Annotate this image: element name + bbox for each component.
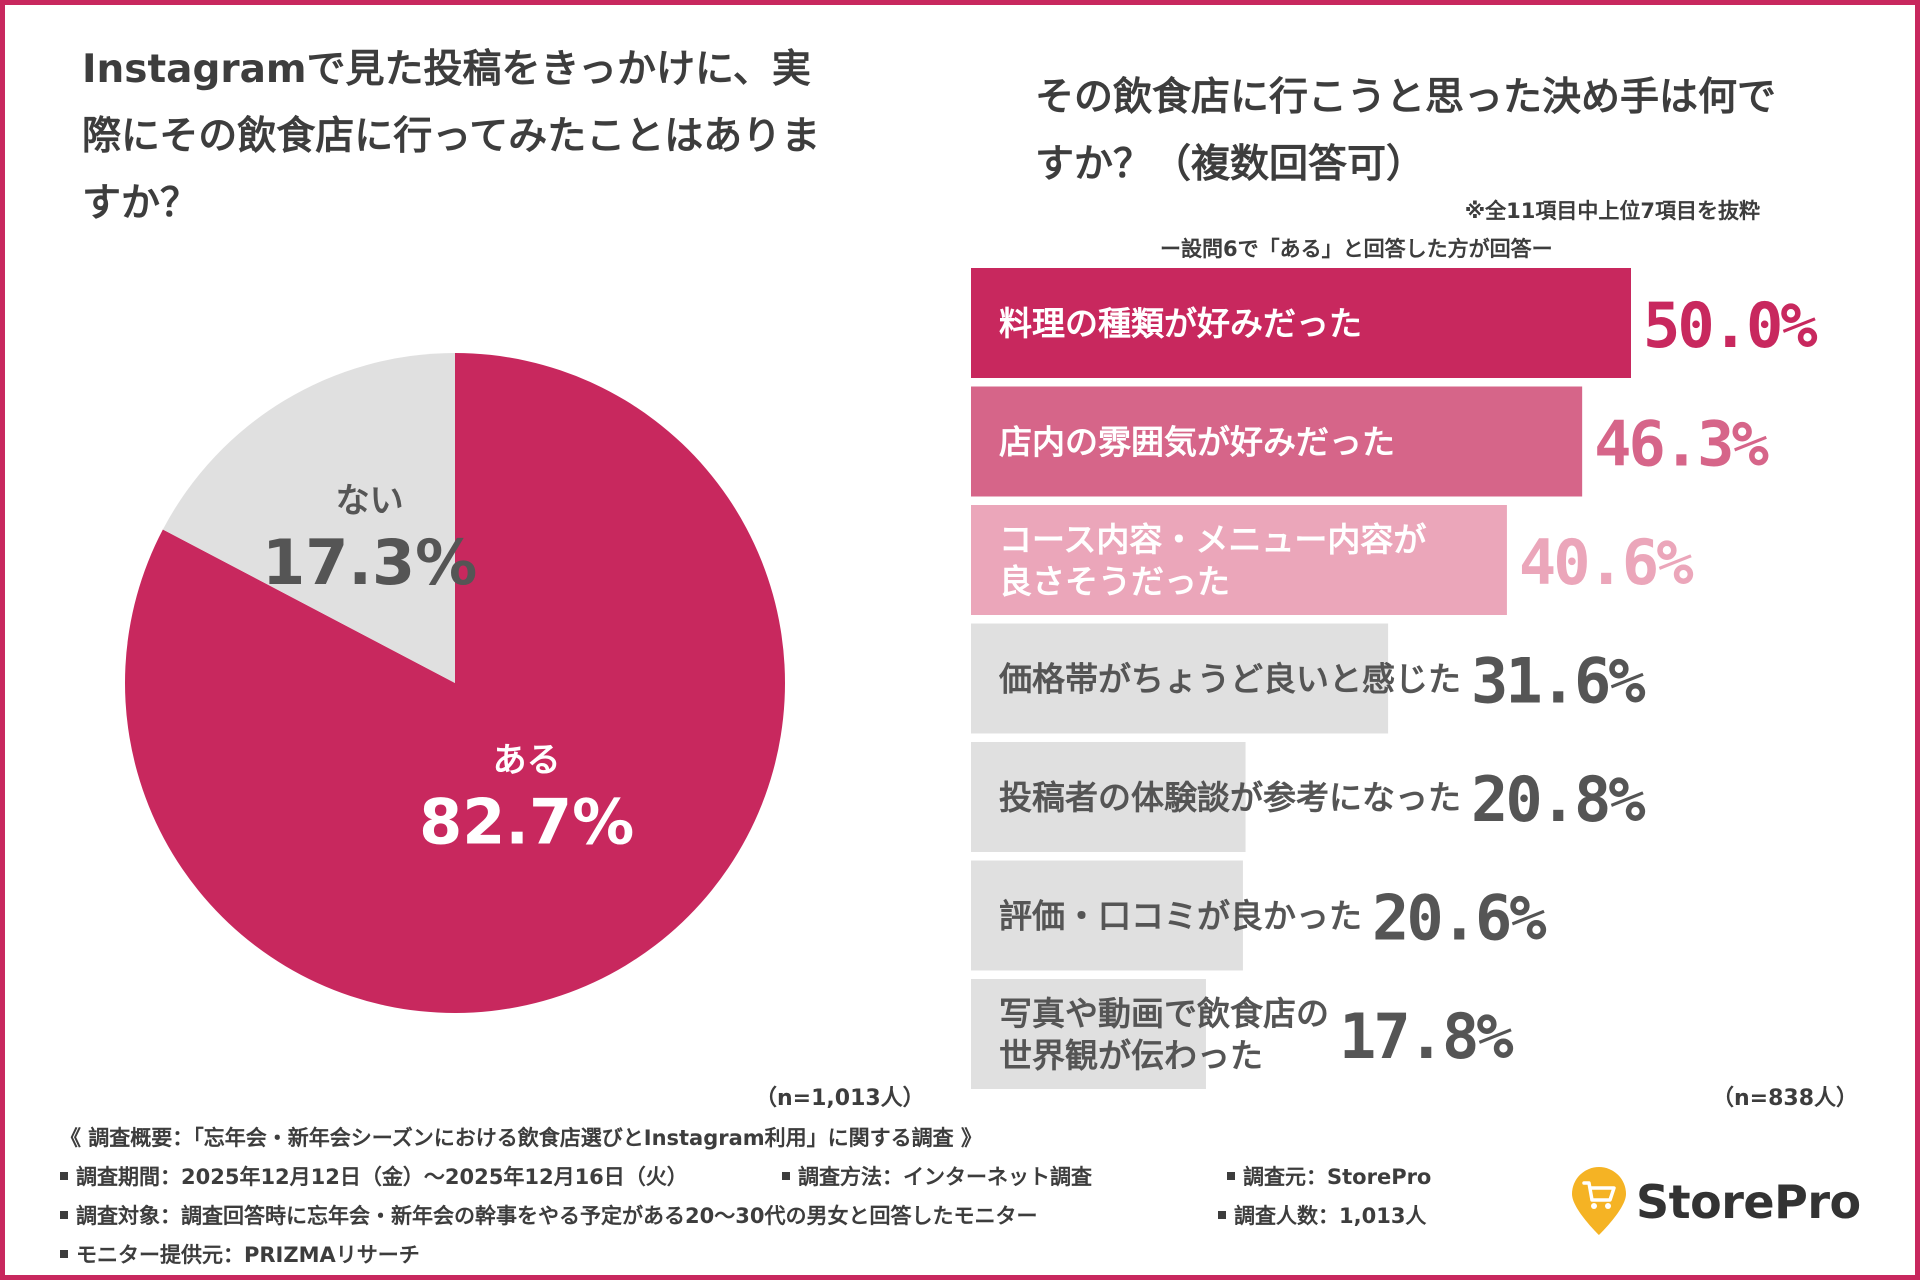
bar-6 bbox=[971, 979, 1206, 1089]
pie-value-0: 82.7% bbox=[419, 786, 634, 859]
bar-label-5-0: 評価・口コミが良かった bbox=[999, 897, 1362, 936]
bar-label-3-0: 価格帯がちょうど良いと感じた bbox=[998, 660, 1461, 699]
sample-size-left: （n=1,013人） bbox=[755, 1086, 925, 1111]
bar-2 bbox=[971, 505, 1507, 615]
footer-title: 《 調査概要：「忘年会・新年会シーズンにおける飲食店選びとInstagram利用… bbox=[60, 1126, 982, 1150]
bullet-square-icon bbox=[60, 1211, 68, 1219]
bar-label-2-1: 良さそうだった bbox=[999, 562, 1230, 601]
logo-text: StorePro bbox=[1636, 1175, 1861, 1229]
bar-1 bbox=[971, 386, 1583, 497]
pie-chart: ある 82.7% ない 17.3% bbox=[125, 353, 786, 1013]
bar-value-0: 50.0% bbox=[1643, 289, 1817, 362]
sample-size-right: （n=838人） bbox=[1712, 1086, 1859, 1111]
bullet-square-icon bbox=[782, 1172, 790, 1180]
left-question-title: Instagramで見た投稿をきっかけに、実際にその飲食店に行ってみたことはあり… bbox=[82, 47, 821, 226]
footer-provider: モニター提供元：PRIZMAリサーチ bbox=[60, 1239, 420, 1269]
bar-label-6-1: 世界観が伝わった bbox=[999, 1036, 1263, 1075]
bar-label-6-0: 写真や動画で飲食店の bbox=[999, 994, 1329, 1033]
bar-label-4-0: 投稿者の体験談が参考になった bbox=[999, 778, 1461, 817]
pie-label-1: ない bbox=[336, 481, 404, 521]
footer-target: 調査対象：調査回答時に忘年会・新年会の幹事をやる予定がある20〜30代の男女と回… bbox=[60, 1200, 1037, 1230]
bar-value-2: 40.6% bbox=[1519, 526, 1693, 599]
footer-count: 調査人数：1,013人 bbox=[1218, 1200, 1426, 1230]
pie-value-1: 17.3% bbox=[262, 526, 477, 599]
footer-method: 調査方法：インターネット調査 bbox=[782, 1161, 1092, 1191]
bar-value-4: 20.8% bbox=[1471, 763, 1645, 836]
bar-0 bbox=[971, 268, 1631, 378]
right-question-title: その飲食店に行こうと思った決め手は何ですか？（複数回答可） bbox=[1035, 75, 1777, 187]
bullet-square-icon bbox=[60, 1172, 68, 1180]
bar-3 bbox=[971, 623, 1389, 734]
bar-value-5: 20.6% bbox=[1372, 882, 1546, 955]
bullet-square-icon bbox=[1227, 1172, 1235, 1180]
bullet-square-icon bbox=[1218, 1211, 1226, 1219]
pie-slice-1 bbox=[162, 353, 456, 683]
footer-source: 調査元：StorePro bbox=[1227, 1161, 1431, 1191]
bar-4 bbox=[971, 742, 1246, 852]
extract-note: ※全11項目中上位7項目を抜粋 bbox=[1464, 199, 1760, 223]
footer-period: 調査期間：2025年12月12日（金）〜2025年12月16日（火） bbox=[60, 1161, 688, 1191]
bar-value-3: 31.6% bbox=[1471, 645, 1645, 718]
bar-label-0-0: 料理の種類が好みだった bbox=[999, 304, 1362, 343]
condition-note: ー設問6で「ある」と回答した方が回答ー bbox=[1160, 237, 1553, 261]
bar-value-1: 46.3% bbox=[1594, 408, 1768, 481]
bar-label-2-0: コース内容・メニュー内容が bbox=[999, 520, 1426, 559]
storepro-logo: StorePro bbox=[1568, 1167, 1861, 1237]
bar-5 bbox=[971, 860, 1243, 971]
shopping-cart-pin-icon bbox=[1572, 1167, 1626, 1235]
bullet-square-icon bbox=[60, 1250, 68, 1258]
pie-label-0: ある bbox=[493, 741, 561, 781]
bar-label-1-0: 店内の雰囲気が好みだった bbox=[999, 423, 1395, 462]
bar-value-6: 17.8% bbox=[1339, 1000, 1513, 1073]
